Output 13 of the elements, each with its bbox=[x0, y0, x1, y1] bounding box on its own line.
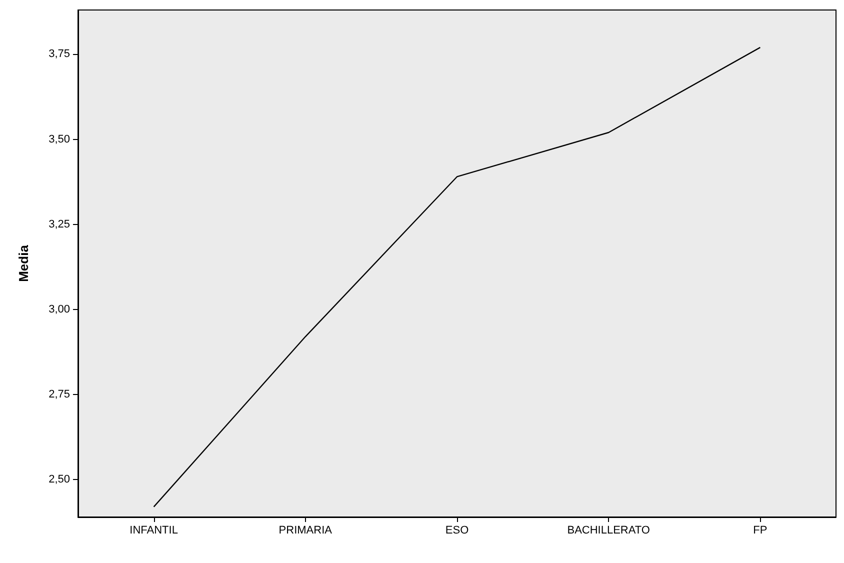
x-tick-label: FP bbox=[753, 524, 768, 536]
x-tick-label: BACHILLERATO bbox=[567, 524, 650, 536]
y-tick-label: 2,50 bbox=[48, 474, 70, 486]
y-tick-label: 3,25 bbox=[48, 218, 70, 230]
y-tick-label: 2,75 bbox=[48, 388, 70, 401]
x-tick-label: ESO bbox=[445, 524, 470, 536]
y-tick-label: 3,00 bbox=[48, 303, 70, 316]
y-tick-label: 3,50 bbox=[48, 133, 70, 146]
y-tick-label: 3,75 bbox=[48, 48, 70, 60]
x-tick-label: INFANTIL bbox=[130, 524, 178, 536]
y-axis-title: Media bbox=[16, 244, 31, 282]
line-series bbox=[153, 46, 761, 508]
x-tick-label: PRIMARIA bbox=[278, 524, 333, 536]
